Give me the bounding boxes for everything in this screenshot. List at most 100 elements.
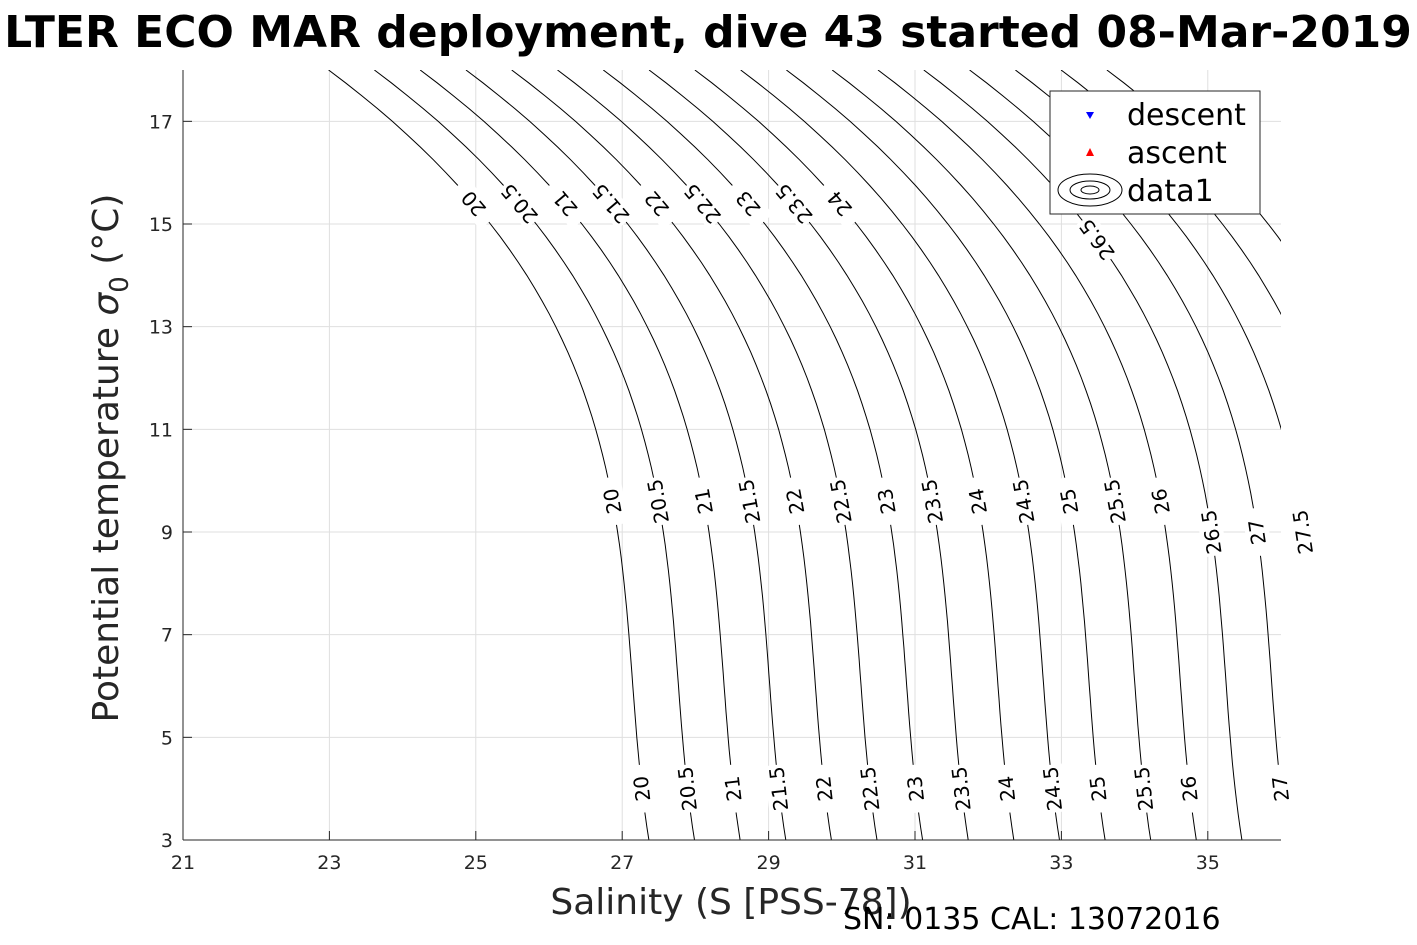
contour-label-bg bbox=[855, 763, 885, 814]
contour-label-bg bbox=[718, 763, 748, 814]
isopycnal-line bbox=[786, 70, 1106, 840]
contour-label-text: 27.5 bbox=[1288, 508, 1318, 556]
x-axis-label: Salinity (S [PSS-78]) bbox=[550, 882, 911, 923]
contour-label-bg bbox=[946, 763, 976, 814]
chart-title: LTER ECO MAR deployment, dive 43 started… bbox=[4, 7, 1412, 58]
legend-contour-icon bbox=[1057, 173, 1123, 207]
legend-ascent-label: ascent bbox=[1127, 136, 1227, 171]
contour-label: 26 bbox=[1144, 475, 1177, 527]
contour-label: 25 bbox=[1083, 763, 1113, 814]
y-axis-label-subscript: 0 bbox=[105, 276, 135, 293]
x-tick-label: 31 bbox=[903, 852, 927, 874]
svg-text:Potential temperature σ0 (°C): Potential temperature σ0 (°C) bbox=[86, 194, 135, 723]
contour-label: 26.5 bbox=[1196, 506, 1227, 558]
contour-label-bg bbox=[769, 177, 819, 230]
contour-label: 21.5 bbox=[586, 177, 636, 230]
y-tick-label: 3 bbox=[161, 830, 173, 852]
contour-label-bg bbox=[1007, 475, 1040, 527]
contour-label-bg bbox=[809, 763, 840, 814]
contour-label: 23 bbox=[870, 475, 903, 527]
contour-label-text: 20 bbox=[629, 775, 656, 803]
contour-label-bg bbox=[916, 475, 949, 527]
y-tick-label: 13 bbox=[149, 317, 173, 339]
contour-label: 20 bbox=[596, 475, 629, 527]
x-tick-label: 29 bbox=[757, 852, 781, 874]
contour-label-bg bbox=[1037, 763, 1068, 814]
contour-label-bg bbox=[1196, 506, 1227, 558]
contour-label-bg bbox=[1053, 475, 1086, 527]
isopycnal-line bbox=[740, 70, 1060, 840]
contour-label: 22 bbox=[809, 763, 840, 814]
contour-label: 25 bbox=[1053, 475, 1086, 527]
contour-label-bg bbox=[815, 177, 865, 230]
contour-label-bg bbox=[1241, 506, 1273, 558]
contour-label-bg bbox=[901, 763, 931, 814]
x-tick-label: 27 bbox=[610, 852, 634, 874]
contour-label-bg bbox=[642, 475, 675, 527]
contour-label-bg bbox=[1287, 506, 1319, 558]
contour-label: 21 bbox=[687, 475, 721, 527]
contour-label: 27 bbox=[1266, 763, 1296, 814]
contour-label-bg bbox=[449, 177, 499, 230]
contour-label-text: 25.5 bbox=[1129, 765, 1158, 812]
contour-label: 23.5 bbox=[946, 763, 976, 814]
contour-label-text: 21.5 bbox=[764, 765, 793, 812]
isopycnal-line bbox=[831, 70, 1152, 840]
contour-label-bg bbox=[870, 475, 903, 527]
y-tick-label: 15 bbox=[149, 214, 173, 236]
contour-label: 25.5 bbox=[1099, 475, 1132, 527]
x-tick-label: 35 bbox=[1196, 852, 1220, 874]
contour-label-text: 20 bbox=[598, 486, 626, 515]
contour-label-bg bbox=[779, 475, 812, 527]
contour-label-text: 23 bbox=[902, 775, 929, 803]
y-tick-label: 7 bbox=[161, 625, 173, 647]
contour-label: 21.5 bbox=[764, 763, 794, 814]
contour-label-text: 27 bbox=[1243, 518, 1270, 547]
contour-label-bg bbox=[540, 177, 590, 230]
contour-label-text: 20.5 bbox=[673, 765, 702, 812]
contour-label: 27 bbox=[1241, 506, 1273, 558]
contour-label-text: 26 bbox=[1176, 775, 1203, 803]
contour-label-bg bbox=[723, 177, 773, 230]
contour-label-bg bbox=[1099, 475, 1132, 527]
contour-label-bg bbox=[494, 177, 545, 230]
legend-descent-marker bbox=[1086, 112, 1094, 119]
y-axis-label: Potential temperature σ0 (°C) bbox=[86, 194, 135, 723]
contour-label: 24 bbox=[961, 475, 995, 527]
contour-label: 24.5 bbox=[1037, 763, 1068, 814]
contour-label-bg bbox=[672, 763, 703, 814]
contour-label: 26 bbox=[1174, 763, 1205, 814]
contour-label-bg bbox=[764, 763, 794, 814]
contour-label: 24 bbox=[992, 763, 1022, 814]
contour-label-text: 27 bbox=[1267, 775, 1294, 803]
contour-label-bg bbox=[733, 475, 766, 527]
contour-label-bg bbox=[627, 763, 657, 814]
contour-label-bg bbox=[1083, 763, 1113, 814]
x-tick-label: 23 bbox=[317, 852, 341, 874]
contour-label-text: 26 bbox=[1147, 487, 1175, 516]
contour-label-text: 21 bbox=[720, 775, 747, 803]
contour-label-bg bbox=[596, 475, 629, 527]
contour-label-text: 23.5 bbox=[947, 765, 976, 812]
contour-label: 22.5 bbox=[855, 763, 885, 814]
contour-label-bg bbox=[824, 475, 858, 527]
contour-label-text: 22.5 bbox=[856, 765, 885, 812]
serial-cal-text: SN: 0135 CAL: 13072016 bbox=[843, 902, 1221, 937]
x-tick-label: 21 bbox=[171, 852, 195, 874]
contour-label-bg bbox=[1073, 212, 1121, 266]
contour-label-bg bbox=[677, 177, 728, 230]
x-tick-label: 25 bbox=[464, 852, 488, 874]
contour-label: 21 bbox=[718, 763, 748, 814]
contour-label-bg bbox=[1266, 763, 1296, 814]
y-axis-label-prefix: Potential temperature bbox=[86, 316, 127, 723]
contour-label-bg bbox=[687, 475, 721, 527]
contour-label: 25.5 bbox=[1129, 763, 1159, 814]
contour-label-text: 21 bbox=[690, 487, 718, 516]
contour-label-bg bbox=[1129, 763, 1159, 814]
contour-label: 22 bbox=[779, 475, 812, 527]
contour-label: 23 bbox=[901, 763, 931, 814]
contour-label-text: 24.5 bbox=[1038, 765, 1067, 812]
isopycnal-line bbox=[877, 70, 1197, 840]
y-axis-label-suffix: (°C) bbox=[86, 194, 127, 277]
